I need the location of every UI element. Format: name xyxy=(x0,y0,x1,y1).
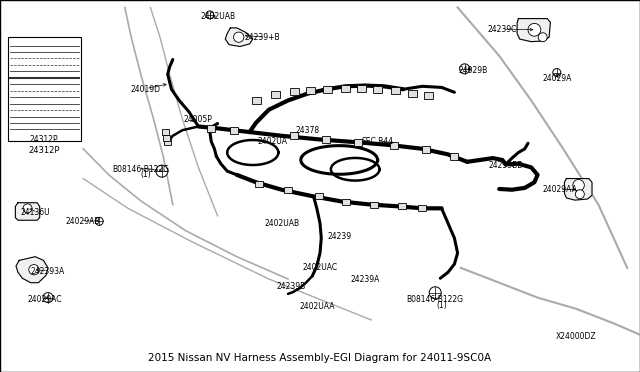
Circle shape xyxy=(156,165,168,177)
Text: 24239B: 24239B xyxy=(276,282,306,291)
Bar xyxy=(341,85,350,92)
Text: 24239: 24239 xyxy=(327,232,351,241)
Circle shape xyxy=(234,32,244,42)
Circle shape xyxy=(43,293,53,302)
Polygon shape xyxy=(517,19,550,42)
Text: SEC.B44: SEC.B44 xyxy=(362,137,394,146)
Bar xyxy=(357,85,366,92)
Circle shape xyxy=(528,23,541,36)
Bar xyxy=(355,139,362,145)
Circle shape xyxy=(429,287,441,299)
Bar xyxy=(162,129,168,135)
Bar xyxy=(424,93,433,99)
Text: 24029AA: 24029AA xyxy=(543,185,577,194)
Circle shape xyxy=(553,68,561,77)
Circle shape xyxy=(95,217,103,225)
Bar xyxy=(271,92,280,98)
Polygon shape xyxy=(15,203,40,220)
Bar xyxy=(342,199,349,205)
Text: 24005P: 24005P xyxy=(184,115,213,124)
Text: 2402UAB: 2402UAB xyxy=(264,219,299,228)
Text: 2015 Nissan NV Harness Assembly-EGI Diagram for 24011-9SC0A: 2015 Nissan NV Harness Assembly-EGI Diag… xyxy=(148,353,492,363)
Text: 24239+B: 24239+B xyxy=(244,33,280,42)
Text: X24000DZ: X24000DZ xyxy=(556,332,596,341)
Circle shape xyxy=(206,11,214,19)
Bar xyxy=(391,87,400,94)
Text: 24239BB: 24239BB xyxy=(488,161,523,170)
Text: 24029A: 24029A xyxy=(542,74,572,83)
Bar xyxy=(451,153,458,160)
Bar xyxy=(163,135,170,141)
Bar xyxy=(373,86,382,93)
Circle shape xyxy=(460,64,470,74)
Text: 24239C: 24239C xyxy=(488,25,517,34)
Polygon shape xyxy=(225,28,253,46)
Text: 2402UAA: 2402UAA xyxy=(299,302,335,311)
Bar xyxy=(230,127,237,134)
Bar xyxy=(323,86,332,93)
Text: 2402UAC: 2402UAC xyxy=(303,263,337,272)
Bar xyxy=(252,97,260,104)
Bar xyxy=(291,132,298,139)
Bar xyxy=(255,181,263,187)
Bar xyxy=(207,125,215,132)
Bar xyxy=(419,205,426,211)
Text: 2402UA: 2402UA xyxy=(257,137,287,146)
Circle shape xyxy=(29,264,39,275)
Bar xyxy=(290,89,299,95)
Circle shape xyxy=(23,204,32,213)
Bar xyxy=(284,187,292,193)
Bar xyxy=(408,90,417,96)
Text: B08146-B122G: B08146-B122G xyxy=(406,295,464,304)
Text: 242393A: 242393A xyxy=(31,267,65,276)
Text: 24019D: 24019D xyxy=(131,85,161,94)
Text: B08146-B122G: B08146-B122G xyxy=(112,165,170,174)
Text: 24378: 24378 xyxy=(295,126,319,135)
Bar xyxy=(323,136,330,143)
Circle shape xyxy=(573,180,584,191)
Bar xyxy=(306,87,315,94)
Text: 2402UAB: 2402UAB xyxy=(200,12,235,21)
Bar xyxy=(398,203,406,209)
Text: 24239A: 24239A xyxy=(350,275,380,283)
Text: 24312P: 24312P xyxy=(29,146,60,155)
Text: (1): (1) xyxy=(436,301,447,310)
Bar xyxy=(422,146,429,153)
Bar xyxy=(315,193,323,199)
Text: 24029AC: 24029AC xyxy=(28,295,62,304)
Text: 24136U: 24136U xyxy=(20,208,50,217)
Bar xyxy=(164,139,171,145)
Circle shape xyxy=(538,33,547,42)
Bar xyxy=(390,142,397,149)
Polygon shape xyxy=(16,257,48,283)
Text: 24029AB: 24029AB xyxy=(66,217,100,226)
Circle shape xyxy=(575,190,584,199)
Text: 24312P: 24312P xyxy=(29,135,58,144)
Text: 24029B: 24029B xyxy=(459,66,488,75)
Bar xyxy=(8,37,81,141)
Polygon shape xyxy=(564,179,592,200)
Text: (1): (1) xyxy=(141,170,151,179)
Bar xyxy=(371,202,378,208)
